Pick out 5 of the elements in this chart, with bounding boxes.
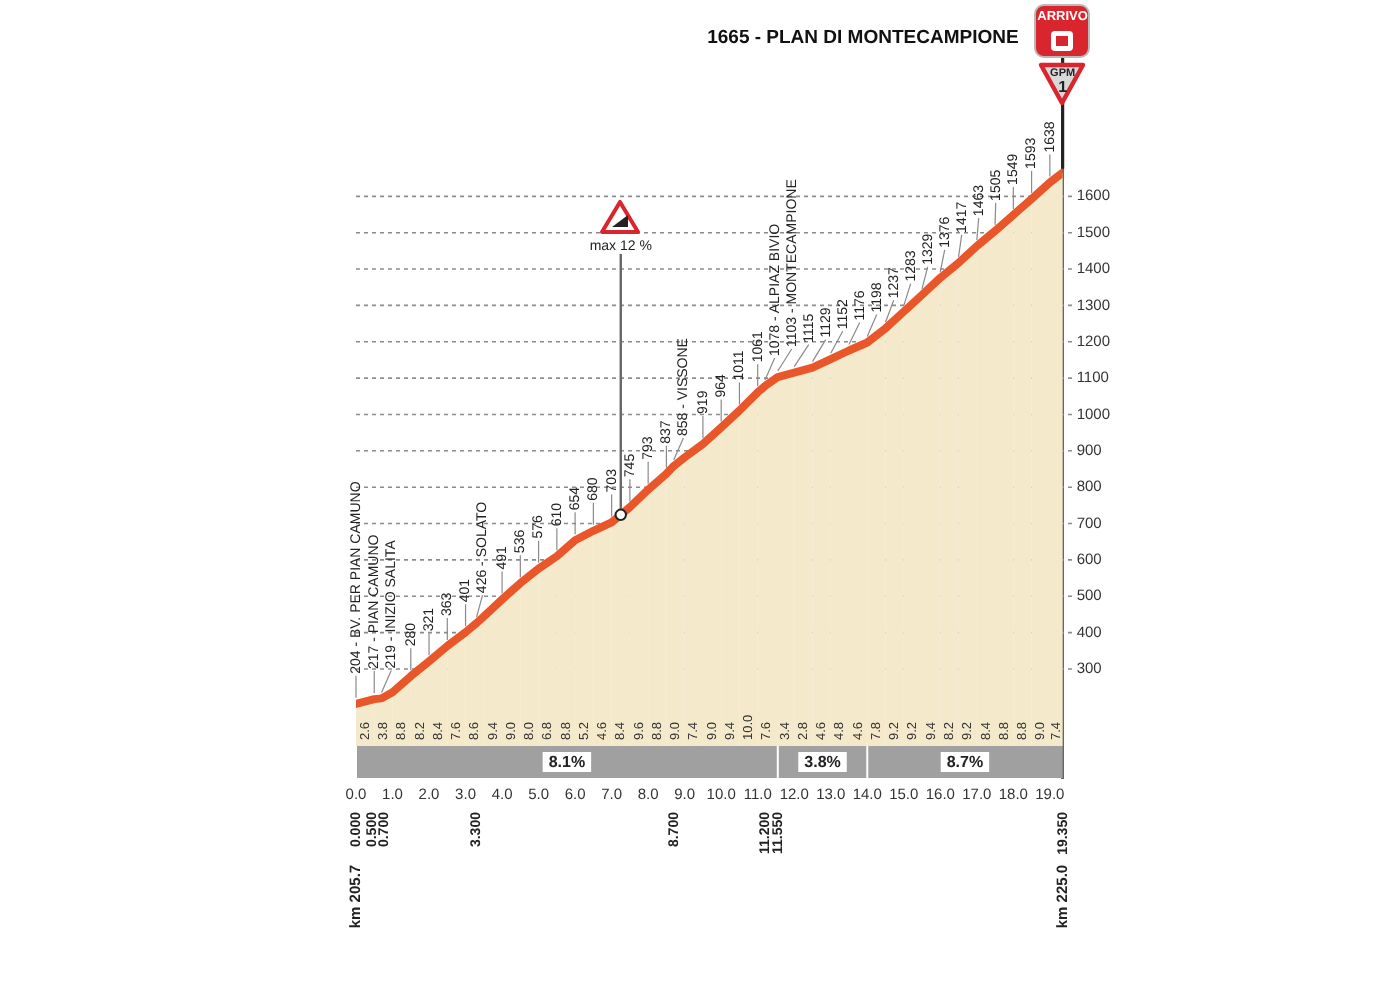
chart-title: 1665 - PLAN DI MONTECAMPIONE: [707, 27, 1019, 50]
band-label: 3.8%: [804, 753, 841, 772]
band-label: 8.7%: [946, 753, 984, 772]
text: 1: [1056, 78, 1070, 96]
band-label: 8.1%: [548, 753, 586, 772]
